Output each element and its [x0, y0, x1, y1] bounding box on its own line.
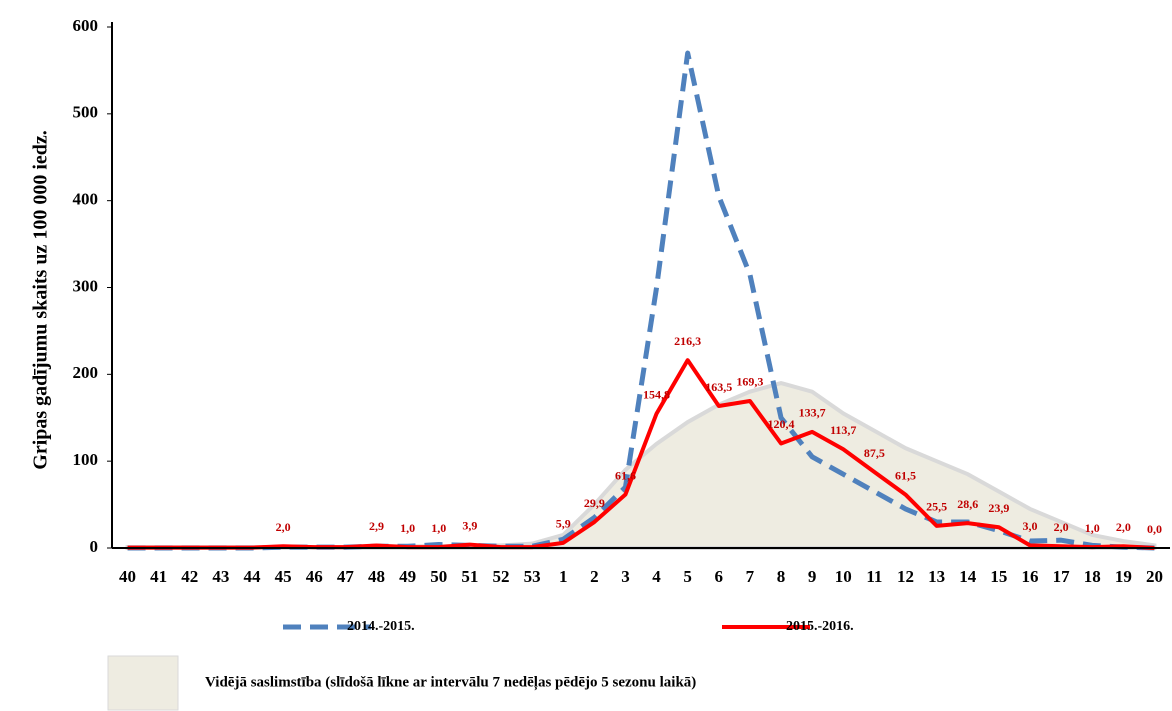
data-label: 0,0 [1147, 522, 1162, 536]
y-axis-label: Gripas gadījumu skaits uz 100 000 iedz. [30, 130, 52, 469]
x-tick-label: 14 [959, 567, 977, 586]
data-label: 3,9 [462, 518, 477, 532]
legend-label: 2014.-2015. [347, 619, 415, 634]
x-tick-label: 48 [368, 567, 385, 586]
data-label: 169,3 [736, 375, 763, 389]
x-tick-label: 19 [1115, 567, 1132, 586]
x-tick-label: 49 [399, 567, 416, 586]
legend-label: Vidējā saslimstība (slīdošā līkne ar int… [205, 674, 696, 690]
data-label: 2,0 [276, 520, 291, 534]
data-label: 1,0 [1085, 521, 1100, 535]
x-tick-label: 42 [181, 567, 198, 586]
data-label: 2,9 [369, 519, 384, 533]
x-tick-label: 41 [150, 567, 167, 586]
data-label: 5,9 [556, 517, 571, 531]
data-label: 87,5 [864, 446, 885, 460]
data-label: 2,0 [1116, 520, 1131, 534]
x-tick-label: 51 [461, 567, 478, 586]
y-tick-label: 400 [73, 190, 99, 209]
x-tick-label: 9 [808, 567, 817, 586]
data-label: 61,6 [615, 468, 636, 482]
data-label: 61,5 [895, 468, 916, 482]
data-label: 29,9 [584, 496, 605, 510]
x-tick-label: 47 [337, 567, 355, 586]
x-tick-label: 13 [928, 567, 945, 586]
data-label: 1,0 [400, 521, 415, 535]
x-tick-label: 4 [652, 567, 661, 586]
data-label: 28,6 [957, 497, 978, 511]
data-label: 163,5 [705, 380, 732, 394]
legend-label: 2015.-2016. [786, 619, 854, 634]
x-tick-label: 1 [559, 567, 568, 586]
data-label: 133,7 [799, 406, 826, 420]
y-tick-label: 0 [90, 537, 99, 556]
data-label: 154,8 [643, 387, 670, 401]
x-tick-label: 45 [275, 567, 292, 586]
y-tick-label: 200 [73, 363, 99, 382]
y-tick-label: 500 [73, 103, 99, 122]
x-tick-label: 43 [212, 567, 229, 586]
x-tick-label: 11 [866, 567, 882, 586]
x-tick-label: 6 [715, 567, 724, 586]
data-label: 216,3 [674, 334, 701, 348]
line [127, 358, 1155, 550]
x-tick-label: 20 [1146, 567, 1163, 586]
data-label: 120,4 [768, 417, 795, 431]
x-tick-label: 12 [897, 567, 914, 586]
x-tick-label: 46 [306, 567, 323, 586]
x-tick-label: 10 [835, 567, 852, 586]
data-label: 25,5 [926, 500, 947, 514]
x-tick-label: 3 [621, 567, 630, 586]
data-label: 113,7 [830, 423, 856, 437]
x-tick-label: 52 [492, 567, 509, 586]
x-tick-label: 5 [683, 567, 692, 586]
y-tick-label: 300 [73, 276, 99, 295]
x-tick-label: 50 [430, 567, 447, 586]
y-tick-label: 100 [73, 450, 99, 469]
data-label: 23,9 [988, 501, 1009, 515]
data-label: 3,0 [1022, 519, 1037, 533]
x-tick-label: 8 [777, 567, 786, 586]
x-tick-label: 40 [119, 567, 136, 586]
x-tick-label: 18 [1084, 567, 1101, 586]
legend-swatch [107, 655, 179, 711]
x-tick-label: 2 [590, 567, 599, 586]
x-tick-label: 7 [746, 567, 755, 586]
data-label: 1,0 [431, 521, 446, 535]
x-tick-label: 15 [990, 567, 1007, 586]
x-tick-label: 17 [1053, 567, 1071, 586]
x-tick-label: 44 [244, 567, 262, 586]
x-tick-label: 53 [524, 567, 541, 586]
data-label: 2,0 [1054, 520, 1069, 534]
y-tick-label: 600 [73, 16, 99, 35]
x-tick-label: 16 [1021, 567, 1038, 586]
